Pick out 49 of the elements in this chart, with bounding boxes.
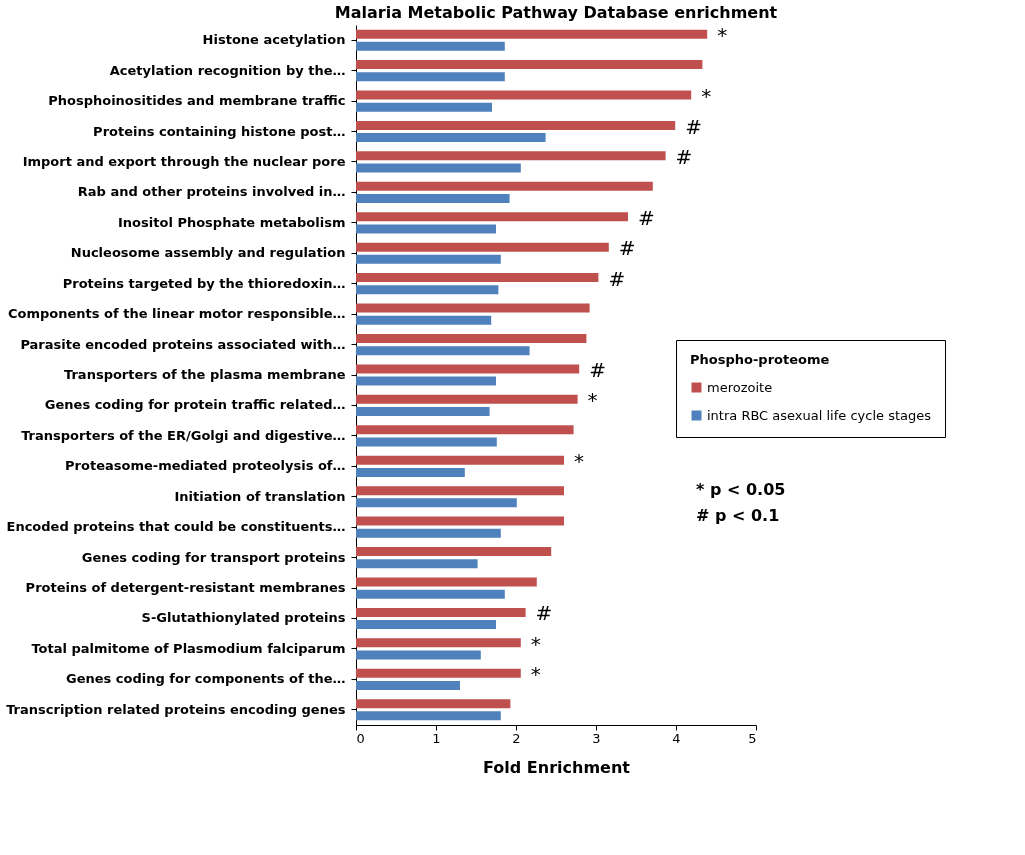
y-tick-label: Genes coding for protein traffic related… xyxy=(44,397,346,413)
y-tick-label: Phosphoinositides and membrane traffic xyxy=(48,93,346,109)
x-tick-label: 0 xyxy=(356,730,365,746)
y-tick-label: Proteasome-mediated proteolysis of… xyxy=(65,458,346,474)
y-tick-label: Components of the linear motor responsible… xyxy=(8,306,346,322)
y-tick-label: Genes coding for transport proteins xyxy=(81,549,346,565)
annotation: # xyxy=(638,205,655,230)
legend-label: merozoite xyxy=(707,379,773,395)
legend-label: intra RBC asexual life cycle stages xyxy=(707,407,932,423)
y-tick-label: Encoded proteins that could be constituents… xyxy=(6,519,346,535)
annotation: * xyxy=(701,84,712,109)
annotation: # xyxy=(589,358,606,382)
annotation: # xyxy=(685,114,702,139)
annotation: * xyxy=(574,449,584,474)
annotation: * xyxy=(530,662,541,687)
y-tick-label: Import and export through the nuclear pore xyxy=(22,153,346,169)
y-tick-label: Proteins containing histone post… xyxy=(93,123,346,139)
annotation: * xyxy=(587,388,598,413)
x-tick-label: 4 xyxy=(672,730,681,746)
y-tick-label: Nucleosome assembly and regulation xyxy=(70,245,346,261)
x-tick-label: 2 xyxy=(512,730,521,746)
annotation: # xyxy=(618,236,636,261)
annotation: # xyxy=(535,601,553,626)
y-tick-label: Inositol Phosphate metabolism xyxy=(118,214,346,230)
x-tick-label: 5 xyxy=(748,730,757,746)
y-tick-label: Proteins targeted by the thioredoxin… xyxy=(62,275,346,291)
y-tick-label: Parasite encoded proteins associated with… xyxy=(20,336,346,352)
x-tick-label: 1 xyxy=(432,730,441,746)
y-tick-label: Transporters of the plasma membrane xyxy=(64,367,346,382)
y-tick-label: Total palmitome of Plasmodium falciparum xyxy=(31,640,346,656)
y-tick-label: Proteins of detergent-resistant membranes xyxy=(25,580,346,596)
annotation: * p < 0.05 xyxy=(696,480,786,499)
annotation: # xyxy=(608,266,626,291)
annotation: * xyxy=(717,23,728,48)
y-tick-label: Rab and other proteins involved in… xyxy=(77,184,346,200)
x-axis-title: Fold Enrichment xyxy=(483,757,631,777)
y-tick-label: Genes coding for components of the… xyxy=(66,671,346,687)
y-tick-label: Transcription related proteins encoding genes xyxy=(6,701,346,717)
annotation: # p < 0.1 xyxy=(696,506,780,525)
annotation: # xyxy=(675,144,693,169)
annotation: * xyxy=(530,631,541,656)
chart-title: Malaria Metabolic Pathway Database enrichment xyxy=(334,3,778,22)
y-tick-label: Transporters of the ER/Golgi and digestive… xyxy=(21,427,346,443)
y-tick-label: Acetylation recognition by the… xyxy=(109,62,346,78)
y-tick-label: Initiation of translation xyxy=(174,488,346,504)
x-tick-label: 3 xyxy=(592,730,601,746)
y-tick-label: Histone acetylation xyxy=(202,32,346,48)
y-tick-label: S-Glutathionylated proteins xyxy=(141,610,346,626)
legend-title: Phospho-proteome xyxy=(690,352,830,367)
